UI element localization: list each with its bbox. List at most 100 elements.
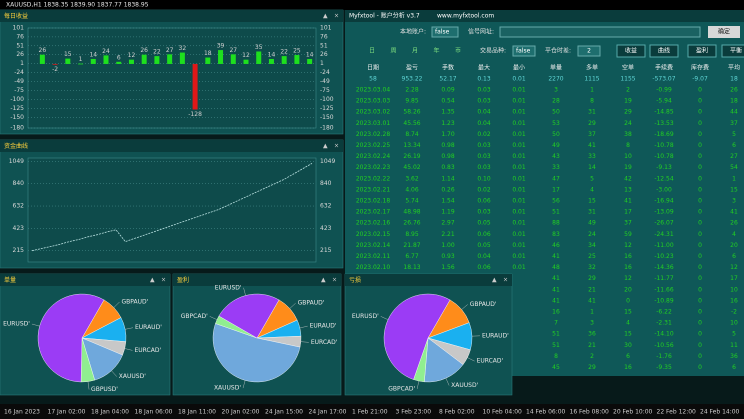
table-cell: 1.56 [441, 264, 455, 271]
bar [90, 58, 96, 64]
label: 本地账户: [400, 28, 426, 36]
panel-title: 盈利 [177, 276, 189, 284]
bar-label: 14 [268, 51, 276, 58]
y-tick-label: 1 [20, 60, 24, 67]
y-tick-label: -125 [10, 105, 24, 112]
slice-label: GBPAUD' [470, 301, 497, 308]
bar-label: 24 [102, 48, 110, 55]
table-cell: 0 [698, 186, 702, 193]
time-label: 18 Jan 11:00 [178, 409, 216, 416]
table-header: 平均 [728, 64, 740, 72]
y2-tick-label: -150 [320, 114, 334, 121]
table-cell: -10.78 [654, 153, 674, 160]
period-tab[interactable]: 日 [369, 48, 375, 55]
action-button[interactable] [721, 44, 744, 58]
pie-slice [218, 293, 280, 339]
table-cell: -9.13 [656, 164, 672, 171]
table-cell: -10.56 [654, 342, 674, 349]
slice-label: GBPCAD' [388, 385, 415, 392]
time-label: 24 Jan 17:00 [309, 409, 347, 416]
pie-slice [383, 293, 451, 380]
field[interactable] [577, 45, 601, 57]
period-tab[interactable]: 币 [455, 48, 461, 55]
field[interactable] [431, 26, 459, 38]
confirm-button[interactable] [708, 26, 740, 38]
table-cell: 15 [730, 186, 738, 193]
bar-label: 22 [280, 49, 288, 56]
table-cell: 0 [698, 231, 702, 238]
table-cell: 58.26 [403, 109, 420, 116]
field[interactable] [512, 45, 536, 57]
y2-tick-label: -100 [320, 96, 334, 103]
table-cell: 29 [588, 364, 596, 371]
table-cell: 2023.02.28 [356, 131, 391, 138]
y2-tick-label: -49 [320, 78, 330, 85]
minimize-button[interactable]: ▲ [323, 13, 328, 20]
period-tab[interactable]: 月 [412, 48, 418, 55]
bar [39, 54, 45, 64]
table-cell: 0.03 [477, 164, 491, 171]
bar-label: 32 [179, 45, 187, 52]
slice-label: EURUSD' [352, 313, 379, 320]
action-button[interactable] [687, 44, 717, 58]
close-button[interactable]: × [334, 143, 339, 150]
table-cell: 0.01 [512, 164, 526, 171]
close-button[interactable]: × [334, 13, 339, 20]
minimize-button[interactable]: ▲ [321, 277, 326, 284]
table-cell: 0 [698, 98, 702, 105]
time-label: 14 Feb 06:00 [526, 409, 566, 416]
bar [141, 54, 147, 64]
bar-label: 18 [204, 50, 212, 57]
summary-cell: 52.17 [439, 76, 456, 83]
table-cell: 36 [588, 331, 596, 338]
table-cell: 29 [588, 275, 596, 282]
table-header: 多单 [586, 64, 598, 72]
table-cell: 0.03 [477, 87, 491, 94]
table-cell: 0.01 [512, 109, 526, 116]
table-header: 盈亏 [406, 65, 418, 72]
table-cell: 15 [588, 198, 596, 205]
leader-line [125, 327, 134, 330]
table-cell: 0.01 [512, 131, 526, 138]
table-cell: 34 [588, 242, 596, 249]
panel-header [345, 274, 512, 286]
table-cell: 12 [624, 242, 632, 249]
minimize-button[interactable]: ▲ [492, 277, 497, 284]
table-cell: 0 [698, 198, 702, 205]
table-cell: -24.31 [654, 231, 674, 238]
url-input[interactable] [499, 26, 701, 38]
y-tick-label: 423 [13, 225, 25, 232]
bar [154, 56, 160, 64]
table-header: 手续费 [655, 64, 673, 72]
table-cell: 53 [552, 120, 560, 127]
table-cell: 0 [698, 142, 702, 149]
table-cell: 1.00 [441, 242, 455, 249]
table-cell: 51 [552, 209, 560, 216]
panel-header [0, 274, 170, 286]
close-button[interactable]: × [503, 277, 508, 284]
y-tick-label: 840 [13, 180, 25, 187]
y2-tick-label: 76 [320, 33, 328, 40]
bar [268, 58, 274, 64]
bar-label: 27 [166, 47, 174, 54]
action-button[interactable] [649, 44, 679, 58]
table-cell: 5 [732, 331, 736, 338]
action-button[interactable] [616, 44, 646, 58]
minimize-button[interactable]: ▲ [150, 277, 155, 284]
close-button[interactable]: × [332, 277, 337, 284]
minimize-button[interactable]: ▲ [323, 143, 328, 150]
table-cell: 8 [554, 353, 558, 360]
table-cell: 0 [698, 209, 702, 216]
period-tab[interactable]: 年 [433, 47, 439, 55]
period-tab[interactable]: 周 [390, 48, 396, 55]
close-button[interactable]: × [161, 277, 166, 284]
table-cell: 0 [698, 331, 702, 338]
panel-header [0, 140, 343, 152]
table-cell: 2 [590, 353, 594, 360]
table-cell: 5 [590, 175, 594, 182]
table-cell: -14.36 [654, 264, 674, 271]
slice-label: EURCAD' [311, 339, 338, 346]
table-cell: 16 [624, 264, 632, 271]
table-cell: -14.85 [654, 109, 674, 116]
panel-title: 亏损 [349, 276, 361, 284]
